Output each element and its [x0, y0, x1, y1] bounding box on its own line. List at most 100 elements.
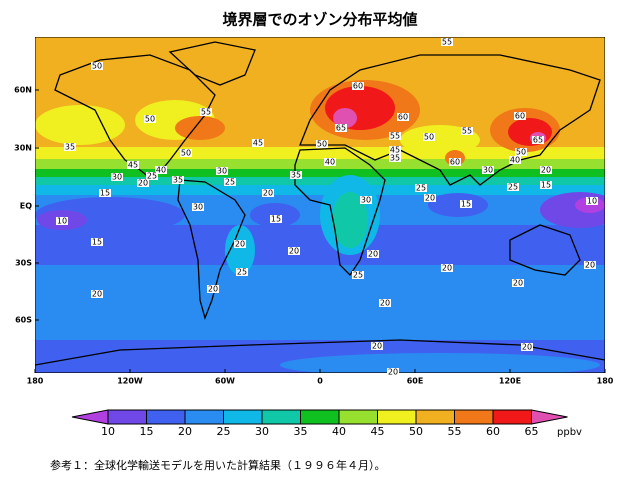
label-bg: [509, 156, 521, 164]
label-bg: [216, 167, 228, 175]
blob: [175, 116, 225, 140]
colorbar-swatch: [492, 409, 532, 425]
blob: [333, 108, 357, 128]
label-bg: [91, 238, 103, 246]
label-bg: [389, 146, 401, 154]
y-tick-label: 30S: [15, 259, 32, 268]
y-tick-label: EQ: [20, 202, 32, 211]
label-bg: [367, 250, 379, 258]
contour-label: 20: [585, 261, 595, 270]
y-tick-label: 60N: [14, 86, 32, 95]
colorbar-end: [531, 409, 568, 425]
label-bg: [415, 184, 427, 192]
colorbar-label: 25: [217, 425, 231, 438]
contour-label: 20: [235, 240, 245, 249]
colorbar-label: 10: [101, 425, 115, 438]
contour-label: 10: [57, 217, 67, 226]
contour-label: 50: [145, 115, 155, 124]
label-bg: [397, 113, 409, 121]
label-bg: [371, 342, 383, 350]
x-tick-label: 120E: [499, 377, 521, 386]
contour-label: 50: [516, 148, 526, 157]
band: [35, 185, 605, 195]
contour-label: 50: [92, 62, 102, 71]
contour-label: 55: [390, 132, 400, 141]
label-bg: [207, 285, 219, 293]
contour-label: 60: [450, 158, 460, 167]
colorbar-end: [71, 409, 109, 425]
contour-label: 30: [112, 173, 122, 182]
colorbar-label: 45: [371, 425, 385, 438]
caption: 参考１：全球化学輸送モデルを用いた計算結果（１９９６年４月）。: [50, 458, 386, 472]
contour-label: 30: [193, 203, 203, 212]
contour-label: 20: [541, 166, 551, 175]
label-bg: [482, 166, 494, 174]
label-bg: [192, 203, 204, 211]
coastlines: [35, 37, 605, 373]
label-bg: [234, 240, 246, 248]
x-tick-label: 60W: [215, 377, 235, 386]
x-tick-label: 120W: [117, 377, 143, 386]
label-bg: [532, 136, 544, 144]
contour-label: 20: [138, 179, 148, 188]
colorbar-swatch: [146, 409, 186, 425]
contour-label: 50: [317, 140, 327, 149]
colorbar-swatch: [107, 409, 147, 425]
contour-label: 40: [156, 166, 166, 175]
label-bg: [379, 299, 391, 307]
contour-label: 20: [263, 189, 273, 198]
colorbar-swatch: [300, 409, 340, 425]
label-bg: [127, 161, 139, 169]
colorbar-swatch: [454, 409, 494, 425]
label-bg: [360, 196, 372, 204]
contour-label: 10: [587, 197, 597, 206]
colorbar-label: 65: [525, 425, 539, 438]
label-bg: [515, 148, 527, 156]
contour-label: 20: [92, 290, 102, 299]
contour-label: 50: [181, 149, 191, 158]
contour-label: 20: [425, 194, 435, 203]
contour-label: 35: [65, 143, 75, 152]
colorbar-label: 40: [332, 425, 346, 438]
contour-label: 25: [147, 172, 157, 181]
colorbar-swatch: [377, 409, 417, 425]
contour-label: 25: [416, 184, 426, 193]
blob: [428, 193, 488, 217]
label-bg: [224, 178, 236, 186]
contour-label: 65: [336, 124, 346, 133]
blob: [280, 353, 600, 373]
contour-label: 45: [128, 161, 138, 170]
contour-label: 15: [100, 189, 110, 198]
label-bg: [316, 140, 328, 148]
label-bg: [200, 108, 212, 116]
band: [35, 169, 605, 177]
contour-label: 50: [424, 133, 434, 142]
label-bg: [424, 194, 436, 202]
label-bg: [514, 112, 526, 120]
label-bg: [155, 166, 167, 174]
label-bg: [172, 176, 184, 184]
contour-label: 15: [461, 200, 471, 209]
label-bg: [99, 189, 111, 197]
label-bg: [56, 217, 68, 225]
band: [35, 159, 605, 169]
contour-label: 20: [442, 264, 452, 273]
label-bg: [144, 115, 156, 123]
contour-label: 15: [271, 215, 281, 224]
label-bg: [137, 179, 149, 187]
contour-label: 20: [513, 279, 523, 288]
x-tick-label: 60E: [407, 377, 424, 386]
label-bg: [512, 279, 524, 287]
x-tick-label: 0: [317, 377, 323, 386]
contour-label: 60: [515, 112, 525, 121]
x-tick-label: 180: [27, 377, 44, 386]
contour-label: 30: [361, 196, 371, 205]
label-bg: [584, 261, 596, 269]
colorbar-swatch: [223, 409, 263, 425]
label-bg: [252, 139, 264, 147]
label-bg: [540, 181, 552, 189]
blob: [225, 225, 255, 275]
contour-label: 55: [442, 38, 452, 47]
